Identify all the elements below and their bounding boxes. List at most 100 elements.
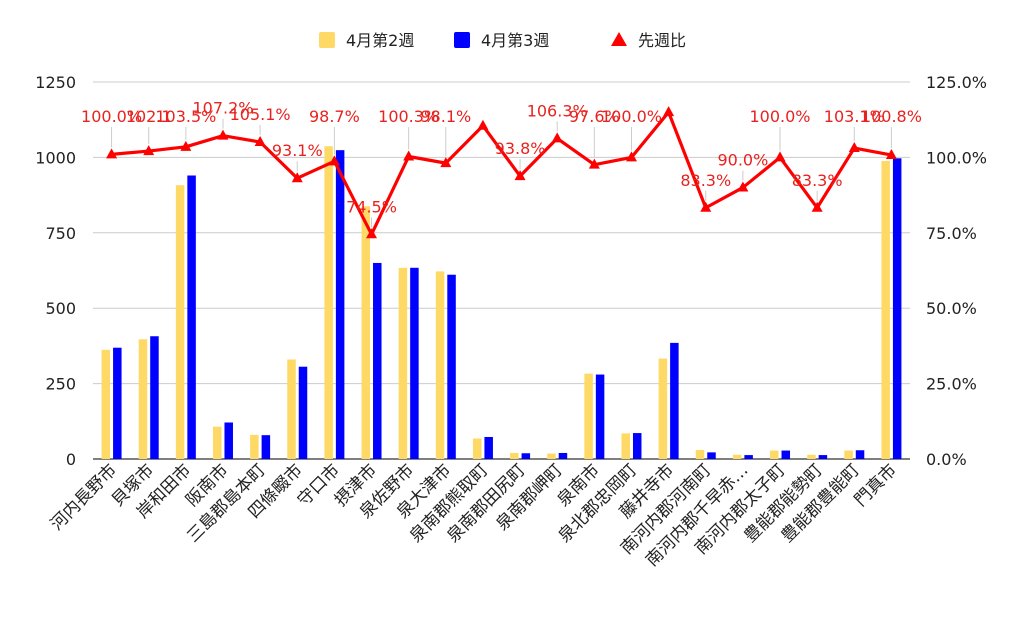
bar <box>892 158 902 459</box>
ratio-point <box>403 150 415 161</box>
bar <box>435 271 445 459</box>
ratio-point <box>663 106 675 117</box>
ratio-data-label: 98.1% <box>420 107 471 126</box>
ratio-data-label: 98.7% <box>309 107 360 126</box>
ratio-data-label: 97.6% <box>569 107 620 126</box>
bar <box>101 349 111 459</box>
legend: 4月第2週 4月第3週 先週比 <box>319 31 686 50</box>
ratio-point <box>291 172 303 183</box>
bar <box>658 358 668 459</box>
bar <box>212 426 222 459</box>
ratio-point <box>774 151 786 162</box>
ratio-data-label: 83.3% <box>680 171 731 190</box>
bar <box>707 452 716 459</box>
bar <box>844 450 853 459</box>
ratio-data-label: 93.1% <box>272 141 323 160</box>
bar <box>472 438 482 459</box>
bar <box>818 455 828 459</box>
ratio-line <box>111 110 892 236</box>
ratio-data-label: 100.0% <box>81 107 142 126</box>
ratio-point <box>106 148 118 159</box>
bar <box>484 436 493 459</box>
ratio-point <box>625 151 637 162</box>
bar <box>695 449 705 459</box>
ratio-data-label: 102.1 <box>126 107 172 126</box>
ratio-point <box>551 132 563 143</box>
left-tick-label: 1000 <box>35 148 76 167</box>
bar <box>855 450 865 459</box>
ratio-point <box>366 228 378 239</box>
bar <box>670 342 679 459</box>
right-tick-label: 125.0% <box>926 73 987 92</box>
ratio-point <box>811 201 823 212</box>
bar <box>781 450 791 459</box>
legend-swatch <box>319 32 335 48</box>
ratio-data-label: 100.3% <box>378 107 439 126</box>
legend-label: 4月第3週 <box>481 31 549 50</box>
bars <box>101 146 902 460</box>
left-tick-label: 0 <box>66 450 76 469</box>
bar <box>175 185 185 459</box>
ratio-data-label: 83.3% <box>792 171 843 190</box>
ratio-data-label: 106.3% <box>527 101 588 120</box>
left-tick-label: 500 <box>45 299 76 318</box>
bar <box>632 433 642 459</box>
ratio-data-label: 107.2% <box>192 99 253 118</box>
bar <box>361 206 371 459</box>
bar <box>558 452 568 459</box>
bar <box>807 454 816 459</box>
ratio-point <box>588 158 600 169</box>
bar <box>324 146 333 460</box>
legend-label: 4月第2週 <box>346 31 414 50</box>
ratio-data-label: 100.0% <box>601 107 662 126</box>
ratio-point <box>440 157 452 168</box>
bar <box>547 453 556 459</box>
bar <box>261 435 271 459</box>
bar <box>595 374 605 459</box>
left-tick-label: 750 <box>45 224 76 243</box>
ratio-data-label: 90.0% <box>717 151 768 170</box>
ratio-point <box>328 155 340 166</box>
ratio-point <box>143 145 155 156</box>
bar <box>881 161 890 459</box>
bar <box>150 336 159 459</box>
bar <box>287 359 296 459</box>
data-labels: 100.0%102.1103.5%107.2%105.1%93.1%98.7%7… <box>81 99 922 228</box>
bar <box>770 450 779 459</box>
line-series <box>106 106 897 239</box>
ratio-point <box>180 140 192 151</box>
bar <box>224 422 233 459</box>
bar <box>335 150 345 459</box>
ratio-data-label: 100.0% <box>750 107 811 126</box>
bar <box>187 175 196 459</box>
bar <box>250 434 259 459</box>
bar <box>373 262 382 459</box>
ratio-data-label: 103.5% <box>155 107 216 126</box>
ratio-point <box>514 170 526 181</box>
left-tick-label: 1250 <box>35 73 76 92</box>
ratio-data-label: 100.8% <box>861 107 922 126</box>
legend-label: 先週比 <box>638 31 686 50</box>
legend-swatch <box>454 32 470 48</box>
bar <box>521 453 531 459</box>
bar <box>732 454 742 459</box>
right-tick-label: 0.0% <box>926 450 967 469</box>
ratio-point <box>737 181 749 192</box>
category-label: 門真市 <box>851 460 901 510</box>
bar <box>744 455 753 459</box>
right-tick-label: 50.0% <box>926 299 977 318</box>
ratio-point <box>254 136 266 147</box>
bar <box>584 373 593 459</box>
ratio-data-label: 74.5% <box>346 197 397 216</box>
ratio-point <box>848 142 860 153</box>
bar <box>398 267 408 459</box>
bar <box>113 347 122 459</box>
right-tick-label: 25.0% <box>926 375 977 394</box>
bar <box>510 452 519 459</box>
left-tick-label: 250 <box>45 375 76 394</box>
ratio-point <box>885 148 897 159</box>
ratio-point <box>700 201 712 212</box>
bar <box>298 366 308 459</box>
bar <box>138 339 148 459</box>
right-tick-label: 100.0% <box>926 148 987 167</box>
